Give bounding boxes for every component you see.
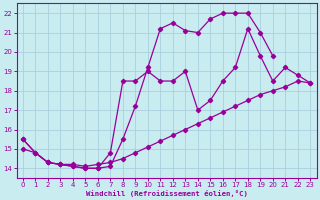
- X-axis label: Windchill (Refroidissement éolien,°C): Windchill (Refroidissement éolien,°C): [86, 190, 248, 197]
